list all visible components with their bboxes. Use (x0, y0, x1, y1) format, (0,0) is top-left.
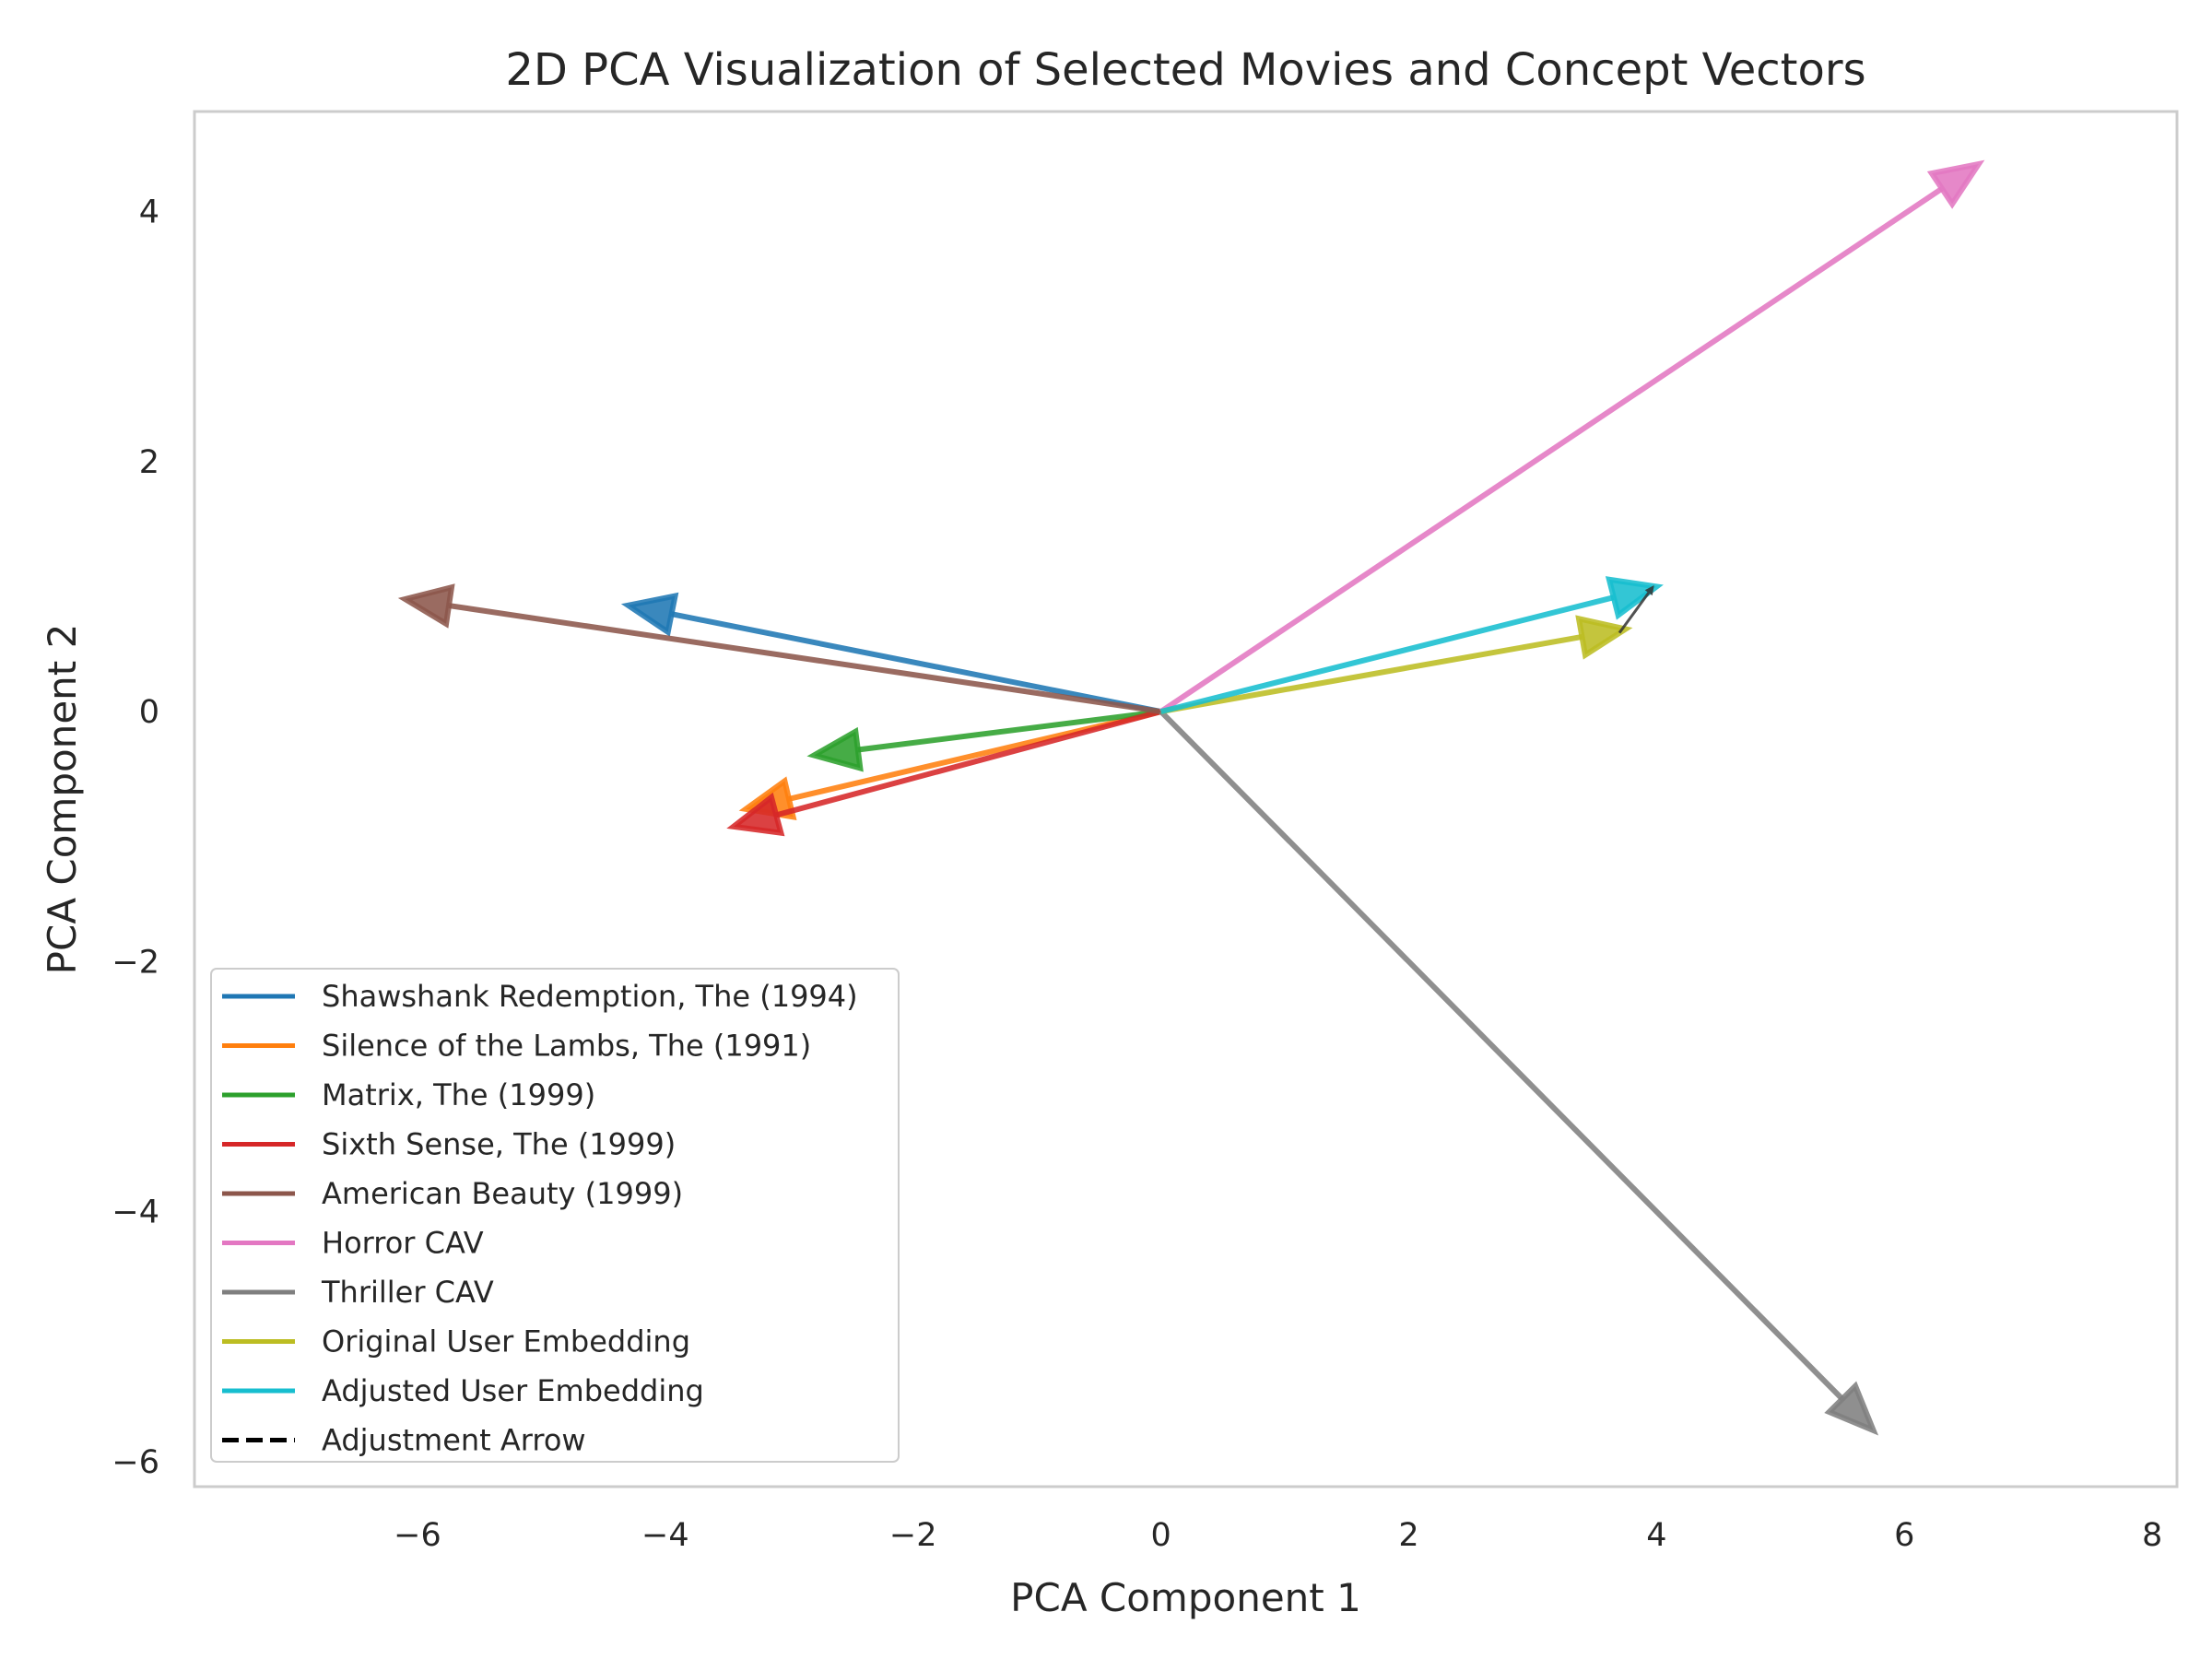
adjustment-arrow-arrow-head (1644, 585, 1654, 596)
plot-frame (193, 110, 2179, 1488)
y-tick-label: 4 (139, 194, 159, 231)
y-tick-label: 2 (139, 444, 159, 481)
y-tick-label: −4 (112, 1194, 159, 1231)
x-tick-label: −2 (889, 1517, 937, 1554)
legend-label-adjusted-user-embedding: Adjusted User Embedding (322, 1373, 704, 1408)
x-tick-label: 0 (1150, 1517, 1171, 1554)
x-tick-label: −6 (394, 1517, 441, 1554)
legend-label-sixth-sense-the-1999: Sixth Sense, The (1999) (322, 1127, 676, 1162)
y-tick-label: 0 (139, 694, 159, 731)
legend-label-shawshank-redemption-the-1994: Shawshank Redemption, The (1994) (322, 979, 858, 1014)
horror-cav-arrow-line (1159, 186, 1944, 714)
x-tick-label: 6 (1894, 1517, 1914, 1554)
y-tick-label: −2 (112, 944, 159, 981)
legend-label-american-beauty-1999: American Beauty (1999) (322, 1176, 683, 1211)
data-layer (397, 159, 1985, 1436)
legend-label-adjustment-arrow: Adjustment Arrow (322, 1423, 586, 1458)
american-beauty-1999-arrow-line (448, 603, 1162, 715)
x-tick-label: 2 (1398, 1517, 1418, 1554)
x-tick-label: 4 (1646, 1517, 1666, 1554)
legend-layer: Shawshank Redemption, The (1994) Silence … (210, 968, 900, 1463)
sixth-sense-the-1999-arrow-head (726, 792, 785, 837)
adjusted-user-embedding-arrow-line (1159, 594, 1615, 714)
thriller-cav-arrow-line (1159, 709, 1844, 1401)
horror-cav-arrow-head (1926, 159, 1985, 209)
sixth-sense-the-1999-arrow-line (775, 709, 1162, 818)
adjusted-user-embedding-arrow-head (1605, 576, 1664, 620)
legend-label-thriller-cav: Thriller CAV (321, 1275, 494, 1310)
label-layer: −6 −4 −2 0 2 4 6 8 −6 −4 −2 0 2 4 2D PCA Visualization… (40, 44, 2162, 1620)
legend-label-matrix-the-1999: Matrix, The (1999) (322, 1077, 595, 1112)
x-tick-label: −4 (641, 1517, 689, 1554)
y-tick-label: −6 (112, 1444, 159, 1481)
matrix-the-1999-arrow-line (857, 709, 1161, 753)
legend-label-horror-cav: Horror CAV (322, 1226, 484, 1261)
matrix-the-1999-arrow-head (806, 726, 864, 772)
x-tick-label: 8 (2142, 1517, 2162, 1554)
american-beauty-1999-arrow-head (397, 583, 455, 629)
original-user-embedding-arrow-line (1160, 633, 1583, 715)
legend-label-original-user-embedding: Original User Embedding (322, 1324, 690, 1359)
shawshank-redemption-the-1994-arrow-head (620, 592, 679, 637)
legend-box (210, 968, 900, 1463)
x-axis-title: PCA Component 1 (1010, 1575, 1361, 1620)
legend-label-silence-of-the-lambs-the-1991: Silence of the Lambs, The (1991) (322, 1029, 811, 1064)
y-axis-title: PCA Component 2 (40, 624, 85, 975)
original-user-embedding-arrow-head (1575, 615, 1633, 660)
adjustment-arrow-arrow-line (1618, 592, 1650, 634)
chart-title: 2D PCA Visualization of Selected Movies … (505, 44, 1865, 96)
shawshank-redemption-the-1994-arrow-line (671, 611, 1162, 714)
thriller-cav-arrow-head (1824, 1381, 1879, 1436)
